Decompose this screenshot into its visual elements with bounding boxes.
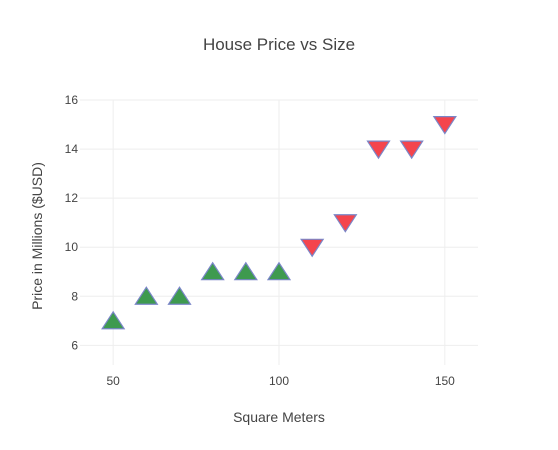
triangle-up-marker[interactable] xyxy=(167,286,192,305)
x-tick-label: 150 xyxy=(435,374,455,388)
triangle-down-marker[interactable] xyxy=(432,116,457,135)
y-tick-labels: 6 8 10 12 14 16 xyxy=(65,93,79,352)
x-tick-labels: 50 100 150 xyxy=(106,374,455,388)
triangle-up-marker[interactable] xyxy=(200,261,225,281)
y-tick-label: 10 xyxy=(65,240,79,254)
chart-title: House Price vs Size xyxy=(203,35,355,54)
y-tick-label: 12 xyxy=(65,191,79,205)
x-tick-label: 50 xyxy=(106,374,120,388)
triangle-down-marker[interactable] xyxy=(300,238,325,258)
data-points xyxy=(101,116,457,330)
triangle-up-marker[interactable] xyxy=(101,310,126,330)
triangle-up-marker[interactable] xyxy=(233,261,258,281)
triangle-down-marker[interactable] xyxy=(333,214,358,233)
y-tick-label: 14 xyxy=(65,142,79,156)
triangle-down-marker[interactable] xyxy=(399,140,424,160)
x-tick-label: 100 xyxy=(269,374,289,388)
triangle-up-marker[interactable] xyxy=(134,286,159,305)
triangle-down-marker[interactable] xyxy=(366,140,391,160)
y-axis-title: Price in Millions ($USD) xyxy=(29,162,45,310)
grid-layer xyxy=(80,99,478,365)
y-tick-label: 6 xyxy=(71,338,78,352)
y-tick-label: 8 xyxy=(71,289,78,303)
triangle-up-marker[interactable] xyxy=(266,261,292,281)
x-axis-title: Square Meters xyxy=(233,409,325,425)
y-tick-label: 16 xyxy=(65,93,79,107)
